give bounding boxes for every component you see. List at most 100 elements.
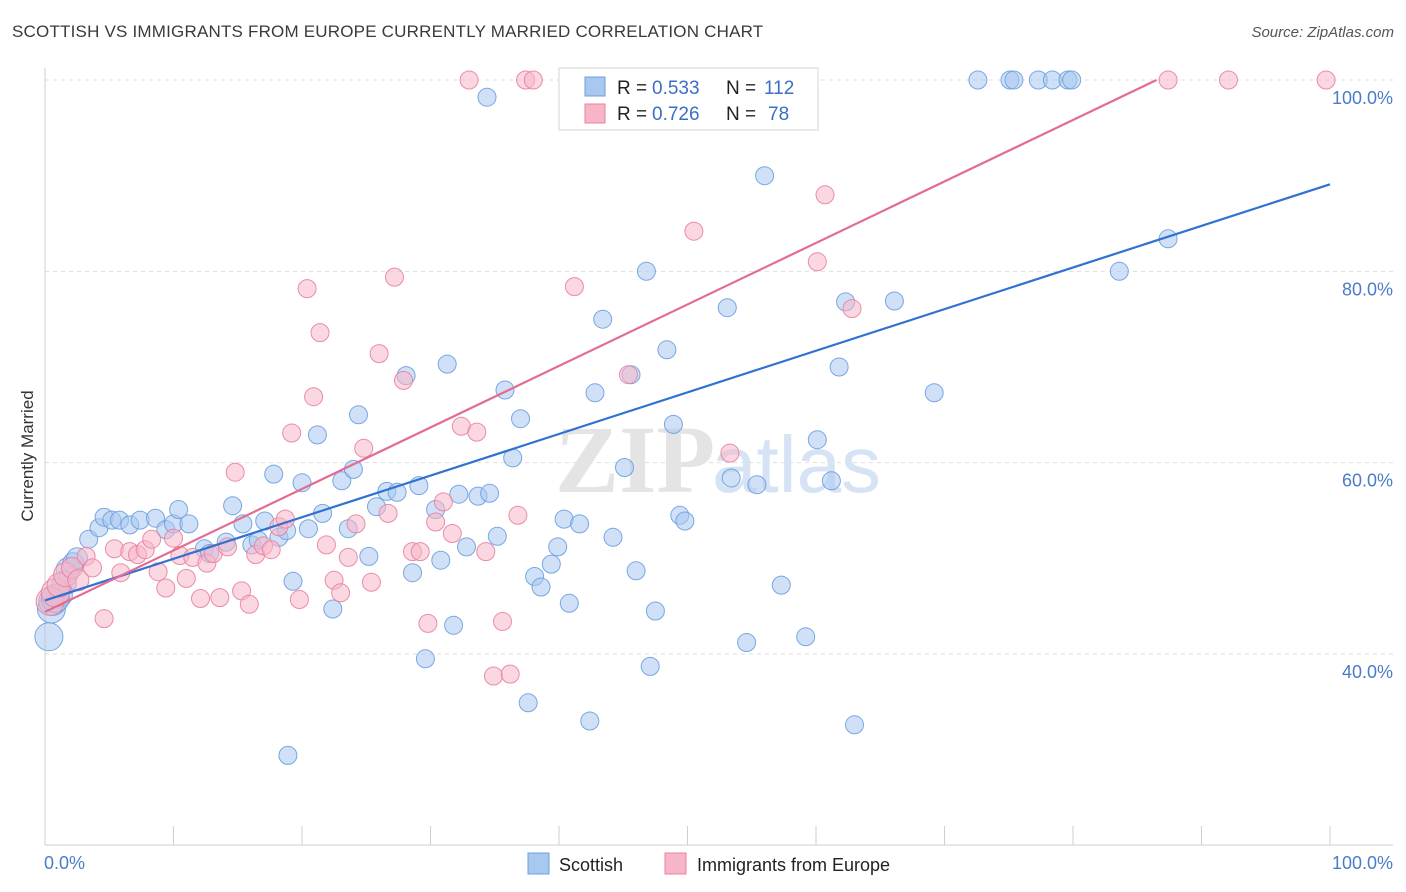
bottom-legend-swatch-scottish: [527, 852, 550, 875]
scottish-point-63: [541, 554, 561, 574]
immigrants-point-19: [176, 568, 196, 588]
scottish-point-85: [721, 468, 741, 488]
immigrants-point-45: [361, 572, 381, 592]
immigrants-point-5: [67, 569, 90, 592]
trend-lines: [44, 79, 1331, 613]
immigrants-point-44: [354, 438, 374, 458]
immigrants-point-58: [467, 422, 487, 442]
scottish-point-53: [457, 537, 476, 557]
scottish-point-78: [657, 340, 677, 360]
legend-r-label-0: R =: [617, 78, 647, 99]
axes: [44, 68, 1393, 846]
scottish-point-22: [223, 496, 243, 516]
scottish-point-81: [675, 511, 695, 531]
scottish-point-105: [1062, 70, 1082, 90]
scottish-point-72: [615, 458, 634, 477]
immigrants-point-77: [720, 443, 740, 463]
scottish-point-51: [444, 615, 464, 635]
scottish-point-47: [415, 649, 435, 669]
scottish-point-106: [1109, 261, 1129, 281]
legend-r-value-0: 0.533: [652, 78, 700, 99]
scottish-point-18: [179, 514, 199, 534]
gridlines: [45, 79, 1393, 655]
immigrants-point-73: [842, 299, 862, 319]
immigrants-point-65: [523, 70, 543, 90]
immigrants-point-60: [484, 666, 503, 686]
scottish-point-49: [431, 550, 451, 570]
legend-r-label-1: R =: [617, 104, 647, 125]
source-credit: Source: ZipAtlas.com: [1251, 24, 1394, 41]
immigrants-point-47: [378, 503, 398, 523]
legend-n-value-1: 78: [768, 104, 789, 125]
y-axis-label: Currently Married: [18, 390, 37, 521]
legend-r-value-1: 0.726: [652, 104, 700, 125]
immigrants-point-76: [1316, 70, 1336, 90]
immigrants-point-8: [94, 609, 114, 629]
x-tick-label-max: 100.0%: [1332, 853, 1393, 873]
y-tick-label-1: 60.0%: [1342, 471, 1393, 491]
scottish-point-32: [298, 519, 318, 539]
immigrants-point-37: [304, 387, 324, 407]
scottish-point-70: [593, 309, 613, 329]
scottish-point-97: [884, 291, 904, 311]
scottish-point-86: [737, 633, 757, 652]
immigrants-point-28: [239, 594, 259, 614]
scottish-point-76: [640, 656, 660, 676]
immigrants-point-34: [282, 423, 302, 443]
scottish-point-36: [332, 471, 352, 491]
scottish-point-110: [477, 87, 497, 107]
immigrants-point-55: [442, 524, 462, 543]
immigrants-point-57: [459, 70, 479, 90]
scottish-point-67: [570, 514, 590, 534]
immigrants-point-67: [618, 365, 638, 385]
immigrants-point-49: [394, 370, 413, 390]
scottish-point-33: [307, 425, 327, 445]
immigrants-point-14: [142, 529, 162, 549]
scottish-point-101: [1004, 70, 1024, 90]
immigrants-point-38: [310, 323, 330, 343]
immigrants-trend-line: [44, 79, 1157, 613]
scottish-point-52: [449, 484, 469, 504]
scottish-trend-line: [44, 183, 1331, 602]
immigrants-point-53: [426, 512, 446, 532]
immigrants-point-17: [164, 528, 183, 548]
legend-box: R = 0.533 N = 112 R = 0.726 N = 78: [558, 67, 819, 131]
immigrants-point-24: [210, 588, 230, 608]
scottish-point-64: [548, 537, 568, 557]
immigrants-point-61: [493, 612, 512, 631]
bottom-legend-swatch-immigrants: [664, 852, 687, 875]
scottish-point-75: [636, 261, 656, 281]
scottish-point-74: [626, 561, 646, 581]
immigrants-point-66: [564, 277, 584, 297]
scottish-point-111: [278, 745, 298, 765]
scottish-point-69: [585, 383, 605, 403]
immigrants-point-31: [261, 540, 281, 560]
x-ticks: [44, 826, 1331, 845]
legend-n-value-0: 112: [764, 78, 794, 99]
legend-swatch-scottish: [584, 76, 606, 97]
scottish-point-79: [663, 414, 683, 434]
scottish-point-62: [531, 577, 551, 597]
scottish-point-92: [807, 430, 827, 450]
immigrants-point-48: [385, 267, 404, 287]
bottom-legend-label-immigrants: Immigrants from Europe: [697, 855, 890, 875]
scottish-point-98: [924, 383, 944, 403]
y-tick-label-3: 100.0%: [1332, 88, 1393, 108]
immigrants-point-74: [1158, 70, 1178, 90]
immigrants-point-75: [1219, 70, 1238, 90]
immigrants-point-41: [331, 583, 351, 603]
scottish-point-57: [495, 380, 515, 400]
immigrants-point-43: [346, 514, 366, 534]
immigrants-point-7: [83, 558, 102, 578]
series-immigrants-points: [35, 70, 1336, 686]
y-tick-labels: 40.0% 60.0% 80.0% 100.0%: [1332, 88, 1393, 682]
scottish-point-84: [717, 298, 737, 318]
scottish-point-88: [755, 166, 775, 186]
scottish-point-87: [747, 475, 767, 495]
immigrants-point-39: [316, 535, 336, 555]
scottish-point-89: [771, 575, 791, 595]
scottish-point-91: [796, 627, 816, 647]
scottish-point-45: [403, 563, 422, 583]
immigrants-point-46: [369, 344, 389, 364]
